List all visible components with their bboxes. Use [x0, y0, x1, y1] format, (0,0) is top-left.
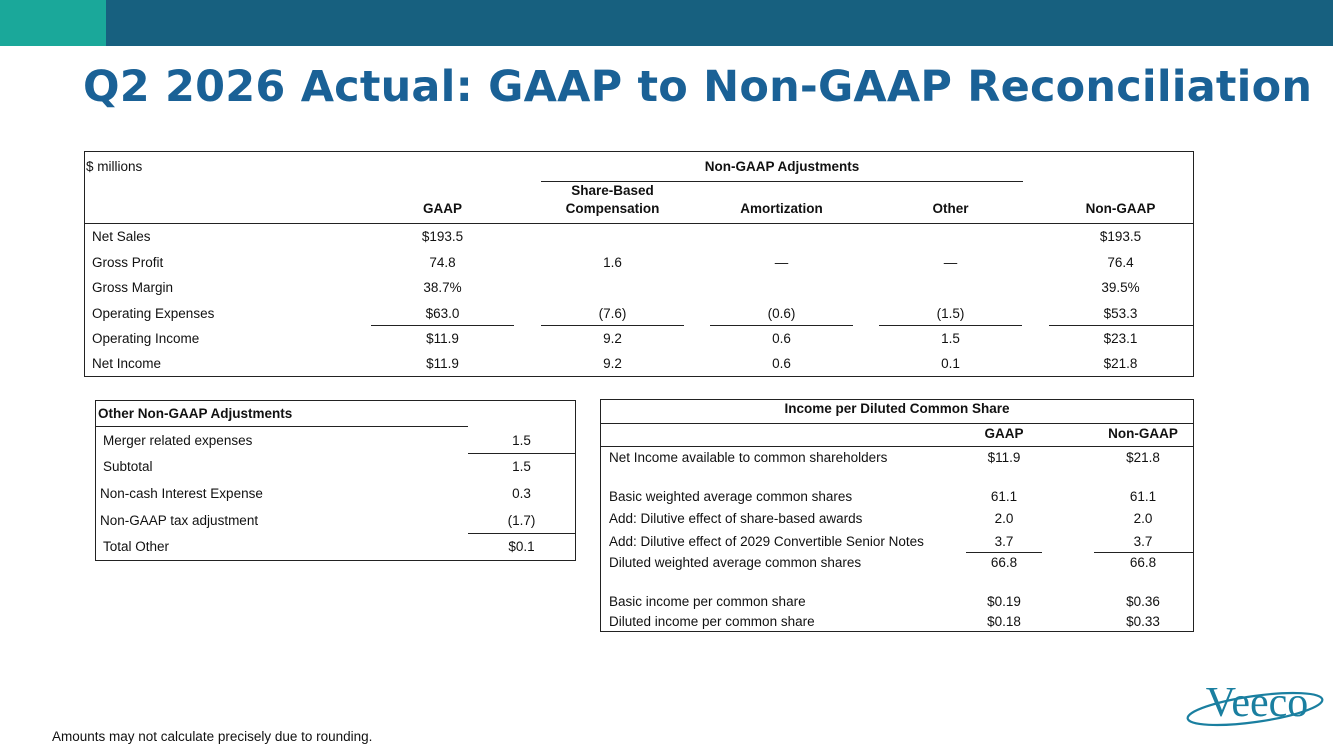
other-adjustments-title: Other Non-GAAP Adjustments [98, 406, 293, 421]
non-gaap-adjustments-header: Non-GAAP Adjustments [704, 159, 860, 174]
cell-gaap: $0.18 [987, 614, 1021, 629]
subtotal-rule [879, 325, 1022, 326]
cell-other: (1.5) [936, 306, 965, 321]
cell-non-gaap: 76.4 [1107, 255, 1134, 270]
header-rule [85, 223, 1193, 224]
cell-non-gaap: $0.36 [1126, 594, 1160, 609]
subtotal-rule [1049, 325, 1193, 326]
cell-other: 1.5 [941, 331, 960, 346]
top-banner [0, 0, 1333, 46]
cell-gaap: 61.1 [990, 489, 1018, 504]
cell-gaap: 74.8 [429, 255, 456, 270]
units-label: $ millions [86, 159, 143, 174]
cell-non-gaap: $21.8 [1103, 356, 1138, 371]
cell-sbc: (7.6) [598, 306, 627, 321]
row-label-basic-eps: Basic income per common share [609, 594, 806, 609]
cell-sbc: 9.2 [603, 331, 622, 346]
col-header-sbc-line2: Compensation [565, 201, 660, 216]
row-label-noncash-interest: Non-cash Interest Expense [100, 486, 263, 501]
subtotal-rule [541, 325, 684, 326]
col-header-gaap: GAAP [984, 426, 1024, 441]
row-label-gross-margin: Gross Margin [92, 280, 174, 295]
col-header-amortization: Amortization [740, 201, 823, 216]
subtotal-rule [468, 453, 575, 454]
row-label-net-income-common: Net Income available to common sharehold… [609, 450, 888, 465]
top-banner-accent [0, 0, 106, 46]
eps-table-title: Income per Diluted Common Share [784, 401, 1010, 416]
cell-value: 0.3 [512, 486, 531, 501]
eps-title-rule [601, 423, 1193, 424]
cell-gaap: $193.5 [421, 229, 464, 244]
row-label-tax-adjustment: Non-GAAP tax adjustment [100, 513, 259, 528]
cell-non-gaap: 66.8 [1129, 555, 1157, 570]
row-label-subtotal: Subtotal [103, 459, 153, 474]
col-header-non-gaap: Non-GAAP [1085, 201, 1156, 216]
cell-amortization: (0.6) [767, 306, 796, 321]
row-label-net-sales: Net Sales [92, 229, 151, 244]
row-label-dilutive-awards: Add: Dilutive effect of share-based awar… [609, 511, 863, 526]
cell-non-gaap: 61.1 [1129, 489, 1157, 504]
cell-gaap: 66.8 [990, 555, 1018, 570]
cell-non-gaap: $0.33 [1126, 614, 1160, 629]
row-label-merger: Merger related expenses [103, 433, 253, 448]
rounding-footnote: Amounts may not calculate precisely due … [52, 729, 373, 744]
row-label-basic-shares: Basic weighted average common shares [609, 489, 853, 504]
cell-gaap: $11.9 [426, 331, 459, 346]
cell-sbc: 9.2 [603, 356, 622, 371]
row-label-gross-profit: Gross Profit [92, 255, 164, 270]
reconciliation-table [84, 151, 1194, 377]
cell-amortization: — [774, 255, 789, 270]
other-title-rule [96, 426, 468, 427]
cell-non-gaap: 39.5% [1101, 280, 1140, 295]
subtotal-rule [710, 325, 853, 326]
cell-non-gaap: $23.1 [1103, 331, 1138, 346]
cell-non-gaap: 2.0 [1133, 511, 1153, 526]
cell-gaap: 2.0 [994, 511, 1014, 526]
cell-gaap: $63.0 [425, 306, 460, 321]
other-adjustments-table [95, 400, 576, 561]
col-header-non-gaap: Non-GAAP [1108, 426, 1178, 441]
cell-gaap: 38.7% [423, 280, 462, 295]
cell-non-gaap: 3.7 [1133, 534, 1153, 549]
row-label-diluted-eps: Diluted income per common share [609, 614, 815, 629]
total-rule [468, 533, 575, 534]
row-label-diluted-shares: Diluted weighted average common shares [609, 555, 862, 570]
cell-other: — [943, 255, 958, 270]
eps-header-rule [601, 446, 1193, 447]
cell-other: 0.1 [941, 356, 960, 371]
svg-text:Veeco: Veeco [1206, 680, 1309, 726]
cell-gaap: $11.9 [426, 356, 459, 371]
row-label-net-income: Net Income [92, 356, 162, 371]
cell-value: 1.5 [512, 433, 531, 448]
row-label-total-other: Total Other [103, 539, 170, 554]
cell-amortization: 0.6 [772, 331, 791, 346]
row-label-operating-expenses: Operating Expenses [92, 306, 215, 321]
cell-non-gaap: $193.5 [1099, 229, 1142, 244]
row-label-dilutive-notes: Add: Dilutive effect of 2029 Convertible… [609, 534, 924, 549]
cell-gaap: $0.19 [987, 594, 1021, 609]
cell-value: (1.7) [507, 513, 536, 528]
cell-amortization: 0.6 [772, 356, 791, 371]
cell-value: $0.1 [508, 539, 535, 554]
eps-table [600, 399, 1194, 632]
cell-value: 1.5 [512, 459, 531, 474]
veeco-logo: Veeco [1186, 680, 1324, 727]
page-title: Q2 2026 Actual: GAAP to Non-GAAP Reconci… [83, 62, 1313, 112]
cell-gaap: 3.7 [994, 534, 1014, 549]
col-header-gaap: GAAP [422, 201, 462, 216]
cell-sbc: 1.6 [603, 255, 622, 270]
cell-non-gaap: $21.8 [1126, 450, 1160, 465]
subtotal-rule [371, 325, 514, 326]
col-header-sbc-line1: Share-Based [571, 183, 654, 198]
row-label-operating-income: Operating Income [92, 331, 200, 346]
group-header-rule [541, 181, 1023, 182]
col-header-other: Other [932, 201, 969, 216]
subtotal-rule [966, 552, 1042, 553]
subtotal-rule [1094, 552, 1193, 553]
cell-non-gaap: $53.3 [1103, 306, 1138, 321]
cell-gaap: $11.9 [987, 450, 1021, 465]
